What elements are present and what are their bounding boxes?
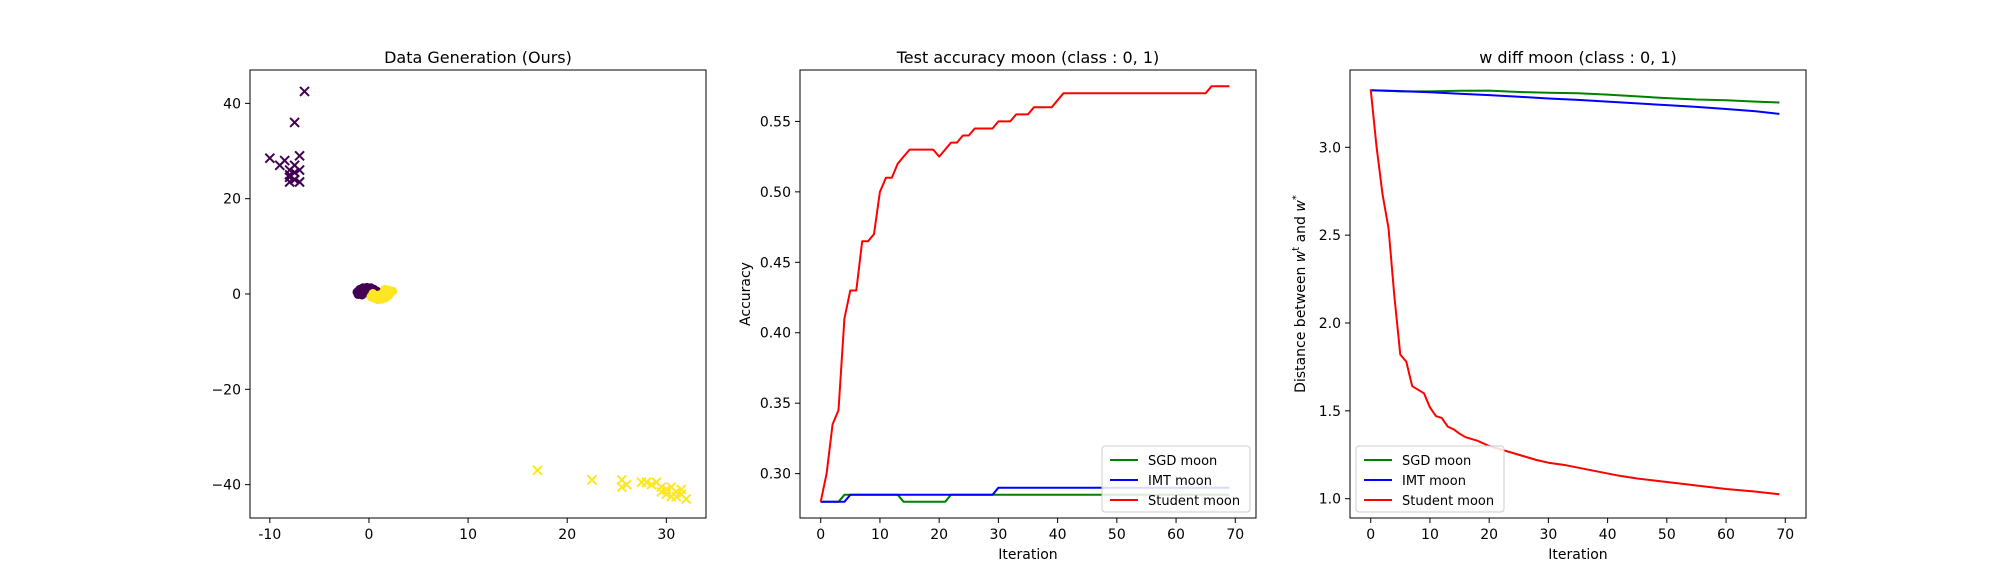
x-tick-label: 30 (989, 527, 1007, 543)
scatter-cross-point (666, 491, 677, 502)
legend-label: Student moon (1148, 494, 1240, 509)
y-tick-label: 0.35 (760, 396, 791, 412)
x-tick-label: 20 (558, 527, 576, 543)
x-tick-label: 10 (1421, 527, 1439, 543)
scatter-dot-point (375, 292, 385, 302)
legend-label: IMT moon (1402, 474, 1466, 489)
scatter-marks (264, 86, 692, 505)
y-tick-label: −40 (211, 478, 241, 494)
y-tick-label: 0.30 (760, 467, 791, 483)
x-tick-label: 30 (1539, 527, 1557, 543)
y-tick-label: 2.0 (1319, 316, 1341, 332)
axes-frame (1349, 69, 1807, 519)
y-tick-label: 0 (232, 287, 241, 303)
y-tick-label: 1.5 (1319, 404, 1341, 420)
scatter-cross-point (676, 484, 687, 495)
scatter-cross-point (264, 152, 276, 164)
x-tick-label: 10 (871, 527, 889, 543)
legend-label: SGD moon (1148, 454, 1217, 469)
line-marks (819, 85, 1230, 503)
x-tick-label: -10 (258, 527, 281, 543)
series-line (819, 85, 1230, 503)
series-line (1370, 89, 1780, 115)
x-tick-label: 40 (1599, 527, 1617, 543)
axes-frame (249, 69, 707, 519)
x-tick-label: 40 (1049, 527, 1067, 543)
x-tick-label: 20 (1480, 527, 1498, 543)
y-axis-label: Accuracy (738, 262, 754, 326)
series-line (1370, 89, 1780, 104)
y-tick-label: 1.0 (1319, 492, 1341, 508)
y-label-part: * (1291, 195, 1302, 200)
x-tick-label: 0 (816, 527, 825, 543)
y-tick-label: 20 (223, 192, 241, 208)
scatter-cross-point (294, 176, 305, 188)
y-label-part: Distance between (1293, 262, 1309, 393)
y-label-part: w (1293, 250, 1309, 262)
chart-title: Test accuracy moon (class : 0, 1) (896, 48, 1160, 67)
y-label-part: w (1293, 200, 1309, 212)
legend-box (1355, 445, 1505, 513)
wdiff-panel: w diff moon (class : 0, 1) 0 10 20 30 40 50 60… (1291, 48, 1807, 563)
legend-label: SGD moon (1402, 454, 1471, 469)
tick-group: 0 10 20 30 40 50 60 70 1.0 1.5 2.0 2.5 3.0 (1319, 140, 1794, 543)
scatter-cross-point (279, 155, 290, 166)
legend-label: Student moon (1402, 494, 1494, 509)
legend: SGD moon IMT moon Student moon (1355, 445, 1505, 513)
x-tick-label: 50 (1108, 527, 1126, 543)
accuracy-panel: Test accuracy moon (class : 0, 1) 0 10 20 3… (738, 48, 1257, 563)
x-tick-label: 60 (1717, 527, 1735, 543)
scatter-dot-point (368, 289, 378, 299)
x-tick-label: 60 (1167, 527, 1185, 543)
chart-title: Data Generation (Ours) (384, 48, 572, 67)
scatter-cross-point (299, 86, 310, 97)
y-tick-label: 3.0 (1319, 140, 1341, 156)
scatter-cross-point (680, 493, 692, 505)
scatter-dot-point (388, 286, 398, 296)
series-line (820, 486, 1230, 503)
x-tick-label: 70 (1226, 527, 1244, 543)
chart-title: w diff moon (class : 0, 1) (1479, 48, 1677, 67)
y-tick-label: 40 (223, 96, 241, 112)
y-tick-label: −20 (211, 382, 241, 398)
y-tick-label: 0.55 (760, 114, 791, 130)
axes-frame (799, 69, 1257, 519)
x-tick-label: 0 (364, 527, 373, 543)
x-tick-label: 10 (459, 527, 477, 543)
scatter-cross-point (586, 474, 598, 486)
x-axis-label: Iteration (998, 547, 1057, 563)
y-tick-label: 0.40 (760, 326, 791, 342)
x-tick-label: 70 (1776, 527, 1794, 543)
series-line (1369, 89, 1780, 496)
y-tick-label: 2.5 (1319, 228, 1341, 244)
x-tick-label: 0 (1366, 527, 1375, 543)
tick-group: 0 10 20 30 40 50 60 70 0.30 0.35 0.40 0.45 0.50 0.55 (760, 114, 1244, 543)
legend: SGD moon IMT moon Student moon (1101, 445, 1251, 513)
legend-box (1101, 445, 1251, 513)
scatter-cross-point (289, 117, 300, 128)
x-tick-label: 20 (930, 527, 948, 543)
line-marks (1369, 89, 1780, 496)
y-label-part: t (1291, 247, 1302, 251)
legend-label: IMT moon (1148, 474, 1212, 489)
scatter-cross-point (294, 150, 305, 161)
scatter-cross-point (532, 465, 543, 476)
scatter-cross-point (621, 479, 632, 490)
scatter-cross-point (284, 172, 295, 183)
y-axis-label: Distance between wt and w* (1291, 195, 1309, 393)
tick-group: -10 0 10 20 30 −40 −20 0 20 40 (211, 96, 675, 543)
x-tick-label: 50 (1658, 527, 1676, 543)
x-axis-label: Iteration (1548, 547, 1607, 563)
scatter-cross-point (656, 486, 667, 497)
y-label-part: and (1293, 212, 1309, 247)
y-tick-label: 0.50 (760, 185, 791, 201)
x-tick-label: 30 (657, 527, 675, 543)
y-tick-label: 0.45 (760, 255, 791, 271)
scatter-panel: Data Generation (Ours) -10 0 10 20 30 −40 −20 0… (211, 48, 707, 543)
